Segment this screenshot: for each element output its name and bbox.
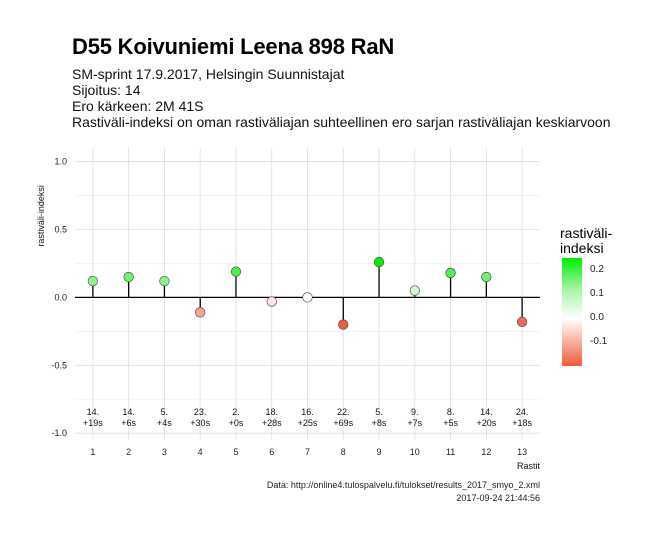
data-point bbox=[87, 275, 99, 287]
chart-subtitle-event: SM-sprint 17.9.2017, Helsingin Suunnista… bbox=[72, 66, 345, 82]
x-tick-label: 12 bbox=[481, 447, 491, 457]
rank-label: 22. bbox=[337, 407, 350, 417]
legend-color-bar bbox=[562, 258, 582, 366]
rank-label: 16. bbox=[301, 407, 314, 417]
data-point bbox=[481, 271, 492, 283]
rank-label: 14. bbox=[87, 407, 100, 417]
time-diff-label: +8s bbox=[372, 418, 387, 428]
time-diff-label: +18s bbox=[512, 418, 532, 428]
data-point bbox=[338, 319, 349, 330]
y-tick-label: 0.5 bbox=[54, 224, 67, 234]
time-diff-label: +30s bbox=[190, 418, 210, 428]
data-point bbox=[516, 316, 528, 327]
data-point bbox=[230, 266, 242, 277]
rank-label: 18. bbox=[265, 407, 278, 417]
y-tick-label: -0.5 bbox=[51, 360, 67, 370]
data-point bbox=[409, 285, 420, 296]
time-diff-label: +5s bbox=[443, 418, 458, 428]
data-point bbox=[266, 296, 277, 307]
rank-label: 2. bbox=[232, 407, 240, 417]
rank-label: 24. bbox=[516, 407, 529, 417]
time-diff-label: +20s bbox=[476, 418, 496, 428]
time-diff-label: +25s bbox=[298, 418, 318, 428]
time-diff-label: +19s bbox=[83, 418, 103, 428]
rank-label: 8. bbox=[447, 407, 455, 417]
x-tick-label: 2 bbox=[126, 447, 131, 457]
time-diff-label: +6s bbox=[121, 418, 136, 428]
x-tick-label: 8 bbox=[341, 447, 346, 457]
legend-tick-label: 0.0 bbox=[590, 312, 604, 323]
x-tick-label: 13 bbox=[517, 447, 527, 457]
x-tick-label: 7 bbox=[305, 447, 310, 457]
legend-title-line2: indeksi bbox=[560, 240, 604, 256]
x-tick-label: 4 bbox=[198, 447, 203, 457]
legend-tick-label: 0.2 bbox=[590, 264, 604, 275]
y-tick-label: 1.0 bbox=[54, 157, 67, 167]
rank-label: 14. bbox=[122, 407, 135, 417]
y-tick-label: -1.0 bbox=[51, 428, 67, 438]
data-point bbox=[302, 292, 313, 303]
data-point bbox=[373, 256, 385, 268]
x-tick-label: 3 bbox=[162, 447, 167, 457]
data-point bbox=[123, 271, 134, 283]
legend-title-line1: rastiväli- bbox=[560, 225, 613, 241]
time-diff-label: +7s bbox=[407, 418, 422, 428]
time-diff-label: +28s bbox=[262, 418, 282, 428]
data-point bbox=[445, 267, 456, 279]
data-source-caption: Data: http://online4.tulospalvelu.fi/tul… bbox=[266, 480, 540, 490]
rank-label: 23. bbox=[194, 407, 207, 417]
chart-title: D55 Koivuniemi Leena 898 RaN bbox=[72, 34, 395, 59]
x-tick-label: 10 bbox=[410, 447, 420, 457]
legend-title: rastiväli- indeksi bbox=[560, 226, 612, 256]
time-diff-label: +0s bbox=[229, 418, 244, 428]
time-diff-label: +4s bbox=[157, 418, 172, 428]
legend-tick-label: 0.1 bbox=[590, 288, 604, 299]
data-point bbox=[159, 275, 170, 287]
legend-tick-label: -0.1 bbox=[590, 336, 608, 347]
rank-label: 14. bbox=[480, 407, 493, 417]
x-tick-label: 9 bbox=[377, 447, 382, 457]
x-axis-title: Rastit bbox=[517, 461, 541, 471]
time-diff-label: +69s bbox=[333, 418, 353, 428]
x-tick-label: 5 bbox=[233, 447, 238, 457]
data-point bbox=[195, 307, 206, 318]
x-tick-label: 11 bbox=[446, 447, 455, 457]
rank-label: 9. bbox=[411, 407, 419, 417]
chart-subtitle-gap: Ero kärkeen: 2M 41S bbox=[72, 98, 204, 114]
y-tick-label: 0.0 bbox=[54, 292, 67, 302]
rank-label: 5. bbox=[161, 407, 169, 417]
chart-subtitle-description: Rastiväli-indeksi on oman rastiväliajan … bbox=[72, 114, 611, 130]
rank-label: 5. bbox=[375, 407, 383, 417]
timestamp-caption: 2017-09-24 21:44:56 bbox=[456, 493, 540, 503]
x-tick-label: 1 bbox=[90, 447, 95, 457]
y-axis-title: rastiväli-indeksi bbox=[36, 185, 46, 247]
x-tick-label: 6 bbox=[269, 447, 274, 457]
chart-subtitle-placement: Sijoitus: 14 bbox=[72, 82, 141, 98]
